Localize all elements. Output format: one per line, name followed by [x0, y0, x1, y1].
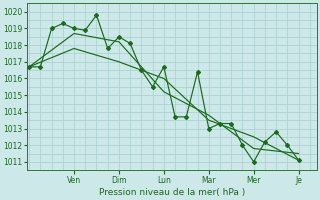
X-axis label: Pression niveau de la mer( hPa ): Pression niveau de la mer( hPa )	[99, 188, 245, 197]
